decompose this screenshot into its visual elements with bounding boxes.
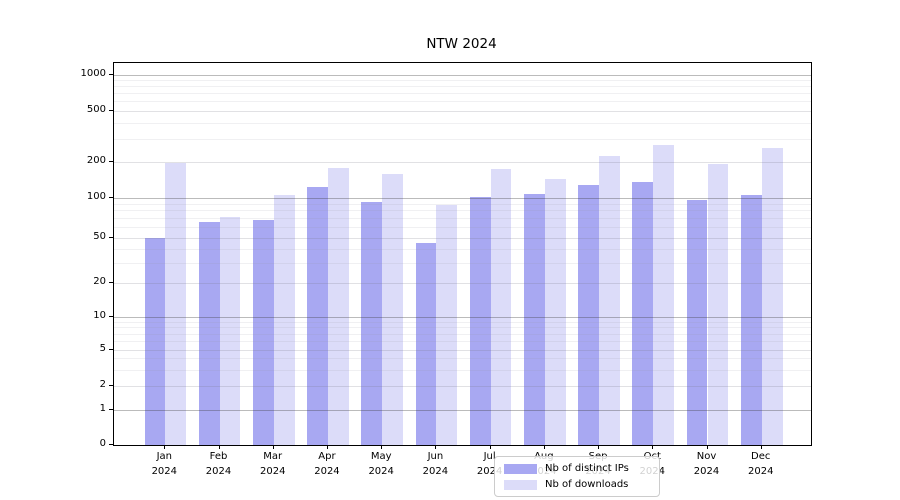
x-tick-label: May 2024 (368, 451, 394, 477)
bar-distinct-ips-aug (524, 193, 545, 445)
bar-distinct-ips-feb (198, 222, 220, 445)
y-tick-mark (109, 196, 113, 198)
bar-downloads-apr (327, 167, 349, 445)
bar-downloads-may (382, 173, 403, 445)
bar-downloads-nov (707, 164, 729, 445)
x-tick-label: Mar 2024 (260, 451, 286, 477)
y-tick-label: 20 (93, 276, 106, 287)
y-tick-label: 1000 (80, 67, 106, 79)
legend-label: Nb of distinct IPs (545, 463, 629, 474)
bar-distinct-ips-jul (469, 196, 491, 445)
x-tick-mark (272, 445, 274, 449)
chart-title: NTW 2024 (426, 36, 497, 52)
y-tick-mark (109, 348, 113, 350)
legend-label: Nb of downloads (545, 479, 629, 490)
x-tick-mark (435, 445, 437, 449)
bar-distinct-ips-jun (415, 242, 437, 445)
y-tick-label: 500 (86, 104, 106, 115)
legend-swatch-distinct-ips (504, 463, 537, 474)
bar-downloads-jul (490, 169, 512, 445)
legend-item: Nb of downloads (504, 479, 650, 490)
y-tick-mark (109, 236, 113, 238)
legend-swatch-downloads (504, 479, 537, 490)
bar-distinct-ips-may (361, 201, 383, 445)
y-tick-label: 100 (86, 190, 106, 202)
x-tick-mark (543, 445, 545, 449)
bar-distinct-ips-jan (144, 237, 166, 445)
x-tick-mark (218, 445, 220, 449)
x-tick-mark (489, 445, 491, 449)
x-tick-mark (652, 445, 654, 449)
y-tick-mark (109, 110, 113, 111)
x-tick-mark (326, 445, 328, 449)
x-tick-label: Apr 2024 (314, 451, 340, 477)
x-tick-label: Nov 2024 (693, 451, 720, 477)
legend-item: Nb of distinct IPs (504, 463, 650, 474)
x-tick-mark (706, 445, 708, 449)
y-tick-mark (109, 316, 113, 317)
bar-downloads-mar (273, 194, 295, 445)
x-tick-label: Feb 2024 (205, 451, 232, 477)
bar-downloads-jan (165, 163, 187, 445)
legend: Nb of distinct IPs Nb of downloads (494, 456, 660, 497)
bar-downloads-sep (599, 156, 620, 445)
x-tick-mark (381, 445, 383, 449)
y-tick-mark (109, 282, 113, 283)
x-tick-label: Jun 2024 (422, 451, 449, 477)
y-tick-mark (109, 160, 113, 162)
y-tick-label: 1 (99, 402, 106, 414)
x-tick-mark (760, 445, 762, 449)
y-tick-label: 5 (99, 342, 106, 354)
y-tick-label: 200 (86, 154, 106, 166)
bar-distinct-ips-mar (252, 219, 274, 445)
bar-distinct-ips-nov (686, 200, 708, 445)
x-tick-label: Jul 2024 (476, 451, 503, 477)
y-tick-label: 2 (99, 379, 106, 391)
bar-distinct-ips-dec (740, 195, 762, 445)
bars-layer (114, 63, 811, 445)
x-tick-label: Dec 2024 (747, 451, 774, 477)
plot-area: Nb of distinct IPs Nb of downloads (113, 62, 812, 497)
x-tick-mark (598, 445, 600, 449)
bar-distinct-ips-apr (307, 186, 328, 445)
x-tick-mark (164, 445, 166, 449)
y-tick-label: 10 (93, 310, 106, 321)
bar-distinct-ips-sep (578, 184, 600, 445)
bar-downloads-oct (653, 144, 675, 445)
bar-downloads-aug (544, 179, 566, 445)
y-tick-mark (109, 73, 113, 75)
bar-distinct-ips-oct (632, 181, 654, 445)
y-tick-label: 0 (99, 438, 106, 449)
y-tick-mark (109, 385, 113, 387)
y-tick-mark (109, 444, 113, 445)
bar-downloads-feb (219, 217, 241, 445)
x-tick-label: Jan 2024 (151, 451, 178, 477)
y-tick-mark (109, 408, 113, 410)
bar-downloads-jun (436, 204, 458, 445)
y-tick-label: 50 (93, 230, 106, 242)
bar-downloads-dec (761, 147, 783, 445)
